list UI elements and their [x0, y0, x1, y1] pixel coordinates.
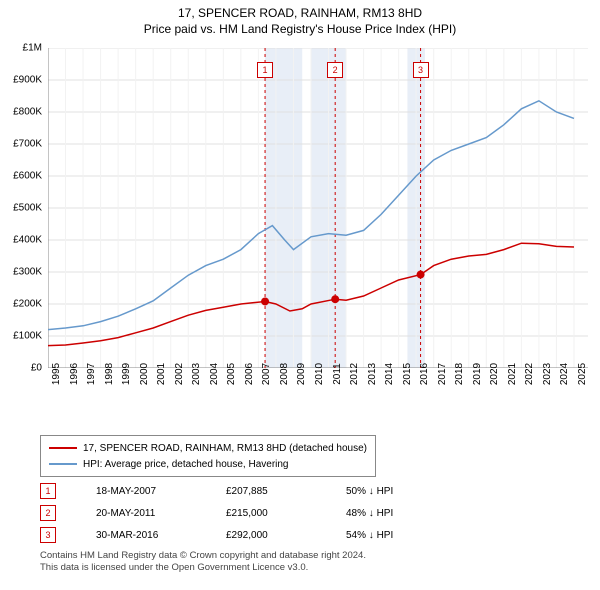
- x-tick-label: 2023: [542, 363, 553, 385]
- legend-swatch: [49, 447, 77, 449]
- x-tick-label: 2011: [332, 363, 343, 385]
- price-row: 1 18-MAY-2007 £207,885 50% ↓ HPI: [40, 480, 466, 502]
- x-tick-label: 2014: [384, 363, 395, 385]
- y-tick-label: £1M: [23, 43, 42, 54]
- title-sub: Price paid vs. HM Land Registry's House …: [0, 22, 600, 36]
- price-row-marker: 1: [40, 483, 56, 499]
- price-row-value: £207,885: [226, 486, 306, 497]
- legend-row: HPI: Average price, detached house, Have…: [49, 456, 367, 472]
- y-tick-label: £800K: [13, 107, 42, 118]
- x-tick-label: 2006: [244, 363, 255, 385]
- price-row: 3 30-MAR-2016 £292,000 54% ↓ HPI: [40, 524, 466, 546]
- price-row-date: 20-MAY-2011: [96, 508, 186, 519]
- disclaimer-line-2: This data is licensed under the Open Gov…: [40, 562, 366, 574]
- x-tick-label: 2004: [209, 363, 220, 385]
- x-tick-label: 2013: [367, 363, 378, 385]
- price-row-date: 30-MAR-2016: [96, 530, 186, 541]
- legend: 17, SPENCER ROAD, RAINHAM, RM13 8HD (det…: [40, 435, 376, 477]
- price-row-value: £215,000: [226, 508, 306, 519]
- x-tick-label: 2007: [261, 363, 272, 385]
- chart-titles: 17, SPENCER ROAD, RAINHAM, RM13 8HD Pric…: [0, 0, 600, 36]
- y-tick-label: £300K: [13, 267, 42, 278]
- x-tick-label: 2015: [402, 363, 413, 385]
- y-tick-label: £200K: [13, 299, 42, 310]
- x-tick-label: 2024: [559, 363, 570, 385]
- x-tick-label: 2010: [314, 363, 325, 385]
- price-row-marker: 3: [40, 527, 56, 543]
- x-tick-label: 2002: [174, 363, 185, 385]
- chart-svg: [48, 48, 588, 368]
- x-tick-label: 1995: [51, 363, 62, 385]
- x-tick-label: 1997: [86, 363, 97, 385]
- x-tick-label: 2018: [454, 363, 465, 385]
- y-tick-label: £700K: [13, 139, 42, 150]
- y-tick-label: £100K: [13, 331, 42, 342]
- x-tick-label: 2001: [156, 363, 167, 385]
- price-row-marker: 2: [40, 505, 56, 521]
- x-tick-label: 2020: [489, 363, 500, 385]
- x-tick-label: 2009: [296, 363, 307, 385]
- title-main: 17, SPENCER ROAD, RAINHAM, RM13 8HD: [0, 6, 600, 20]
- price-table: 1 18-MAY-2007 £207,885 50% ↓ HPI 2 20-MAY-201…: [40, 480, 466, 546]
- x-tick-label: 2005: [226, 363, 237, 385]
- legend-label: HPI: Average price, detached house, Have…: [83, 459, 289, 470]
- y-tick-label: £400K: [13, 235, 42, 246]
- plot-area: 1 2 3: [48, 48, 588, 368]
- x-tick-label: 1996: [69, 363, 80, 385]
- x-tick-label: 2000: [139, 363, 150, 385]
- y-tick-label: £500K: [13, 203, 42, 214]
- annotation-marker: 1: [257, 62, 273, 78]
- annotation-marker: 2: [327, 62, 343, 78]
- annotation-marker: 3: [413, 62, 429, 78]
- price-row-value: £292,000: [226, 530, 306, 541]
- x-tick-label: 1998: [104, 363, 115, 385]
- y-axis: £0£100K£200K£300K£400K£500K£600K£700K£80…: [0, 48, 46, 368]
- disclaimer: Contains HM Land Registry data © Crown c…: [40, 550, 366, 575]
- legend-swatch: [49, 463, 77, 465]
- x-tick-label: 2019: [472, 363, 483, 385]
- disclaimer-line-1: Contains HM Land Registry data © Crown c…: [40, 550, 366, 562]
- y-tick-label: £600K: [13, 171, 42, 182]
- x-tick-label: 2012: [349, 363, 360, 385]
- x-axis: 1995199619971998199920002001200220032004…: [48, 370, 588, 430]
- legend-label: 17, SPENCER ROAD, RAINHAM, RM13 8HD (det…: [83, 443, 367, 454]
- x-tick-label: 2025: [577, 363, 588, 385]
- price-row-pct: 54% ↓ HPI: [346, 530, 466, 541]
- price-row-pct: 48% ↓ HPI: [346, 508, 466, 519]
- price-row-pct: 50% ↓ HPI: [346, 486, 466, 497]
- x-tick-label: 2017: [437, 363, 448, 385]
- x-tick-label: 2003: [191, 363, 202, 385]
- y-tick-label: £0: [31, 363, 42, 374]
- price-row-date: 18-MAY-2007: [96, 486, 186, 497]
- x-tick-label: 2016: [419, 363, 430, 385]
- price-row: 2 20-MAY-2011 £215,000 48% ↓ HPI: [40, 502, 466, 524]
- x-tick-label: 2008: [279, 363, 290, 385]
- x-tick-label: 2021: [507, 363, 518, 385]
- y-tick-label: £900K: [13, 75, 42, 86]
- x-tick-label: 2022: [524, 363, 535, 385]
- chart-container: 17, SPENCER ROAD, RAINHAM, RM13 8HD Pric…: [0, 0, 600, 590]
- x-tick-label: 1999: [121, 363, 132, 385]
- legend-row: 17, SPENCER ROAD, RAINHAM, RM13 8HD (det…: [49, 440, 367, 456]
